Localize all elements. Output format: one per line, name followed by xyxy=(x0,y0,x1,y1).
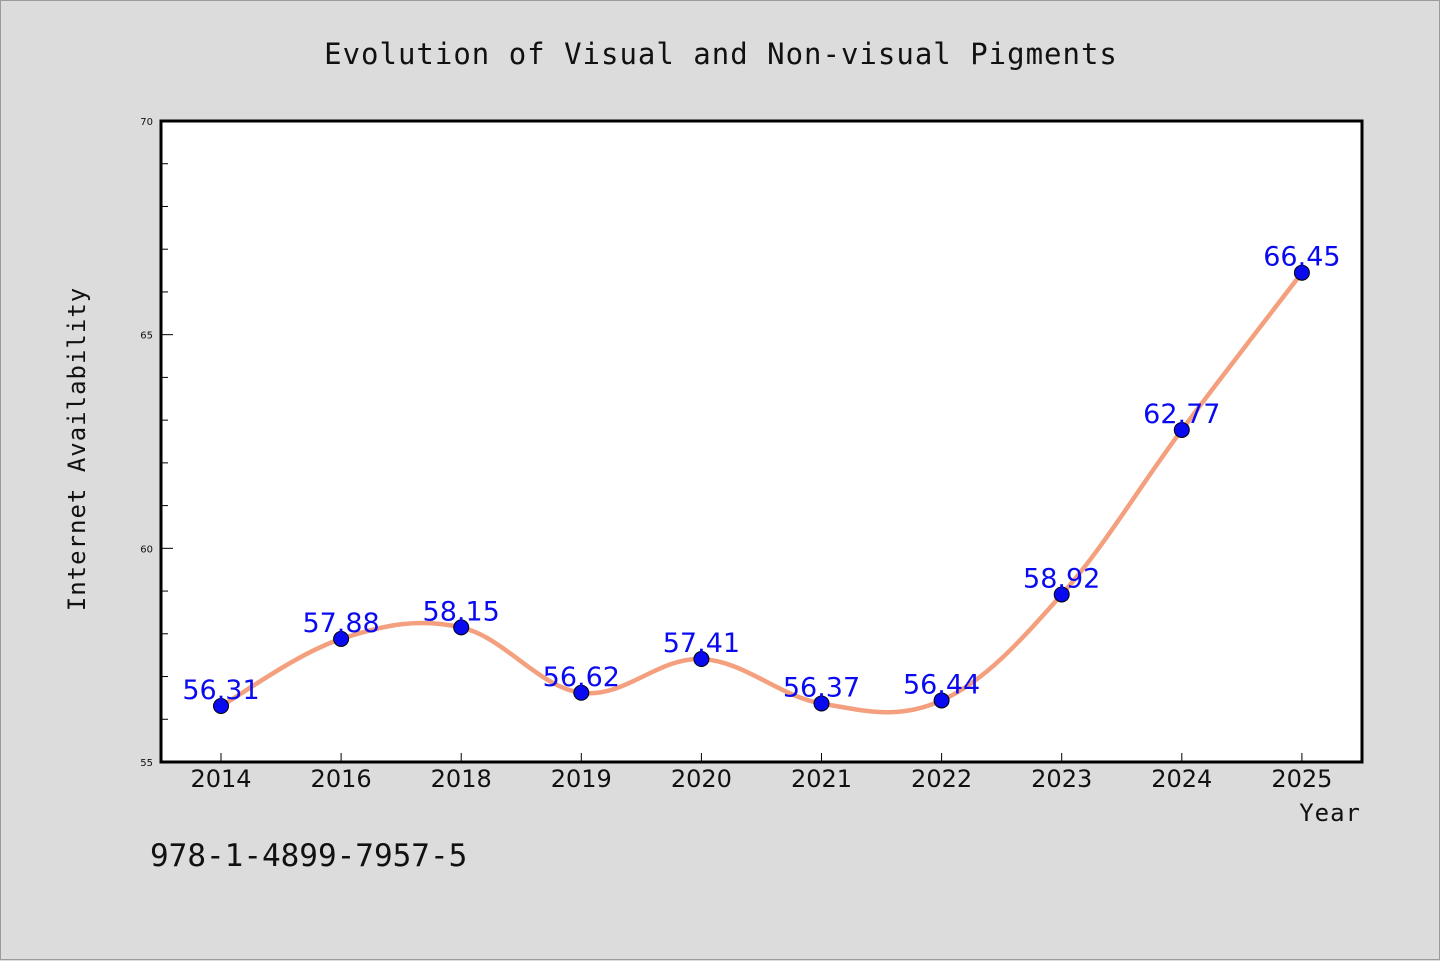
data-label: 57.88 xyxy=(302,608,379,639)
data-label-layer: 56.31 57.88 58.15 56.62 57.41 56.37 56.44 58.92… xyxy=(182,242,1340,706)
plot-area xyxy=(161,121,1362,762)
data-label: 58.92 xyxy=(1023,563,1100,594)
series-line xyxy=(218,270,1305,715)
x-tick-label: 2021 xyxy=(791,765,852,793)
y-tick-label: 60 xyxy=(140,544,153,555)
y-axis-label: Internet Availability xyxy=(63,287,91,611)
data-label: 58.15 xyxy=(423,596,500,627)
y-tick-label: 70 xyxy=(140,117,153,128)
data-label: 57.41 xyxy=(663,628,740,659)
x-tick-label: 2022 xyxy=(911,765,972,793)
y-tick-label: 55 xyxy=(140,758,153,769)
x-axis-label: Year xyxy=(1299,799,1361,827)
data-point xyxy=(933,692,950,709)
data-point xyxy=(693,651,710,668)
y-tick-label: 65 xyxy=(140,331,153,342)
x-tick-label: 2018 xyxy=(431,765,492,793)
x-axis: 2014 2016 2018 2019 2020 2021 2022 2023 2024 2025 xyxy=(190,753,1332,793)
chart-title: Evolution of Visual and Non-visual Pigme… xyxy=(324,37,1118,71)
data-point xyxy=(1173,421,1190,438)
plot-border xyxy=(159,119,1364,764)
data-point xyxy=(213,698,229,715)
x-tick-label: 2024 xyxy=(1151,765,1212,793)
data-point xyxy=(1053,586,1070,603)
x-tick-label: 2020 xyxy=(671,765,732,793)
x-tick-label: 2023 xyxy=(1031,765,1092,793)
data-label: 56.62 xyxy=(543,662,620,693)
x-tick-label: 2019 xyxy=(551,765,612,793)
x-tick-label: 2025 xyxy=(1271,765,1332,793)
isbn-text: 978-1-4899-7957-5 xyxy=(150,838,467,874)
data-label: 56.37 xyxy=(783,672,860,703)
x-tick-label: 2014 xyxy=(190,765,251,793)
data-label: 56.31 xyxy=(182,675,259,706)
data-label: 56.44 xyxy=(903,669,980,700)
data-point xyxy=(573,684,590,701)
data-label: 66.45 xyxy=(1263,242,1340,273)
data-point xyxy=(813,695,830,712)
data-label: 62.77 xyxy=(1143,399,1220,430)
x-tick-label: 2016 xyxy=(311,765,372,793)
series-layer xyxy=(218,270,1305,715)
data-point xyxy=(1293,264,1310,281)
data-point xyxy=(333,630,350,647)
marker-layer xyxy=(213,264,1310,715)
data-point xyxy=(453,619,470,636)
